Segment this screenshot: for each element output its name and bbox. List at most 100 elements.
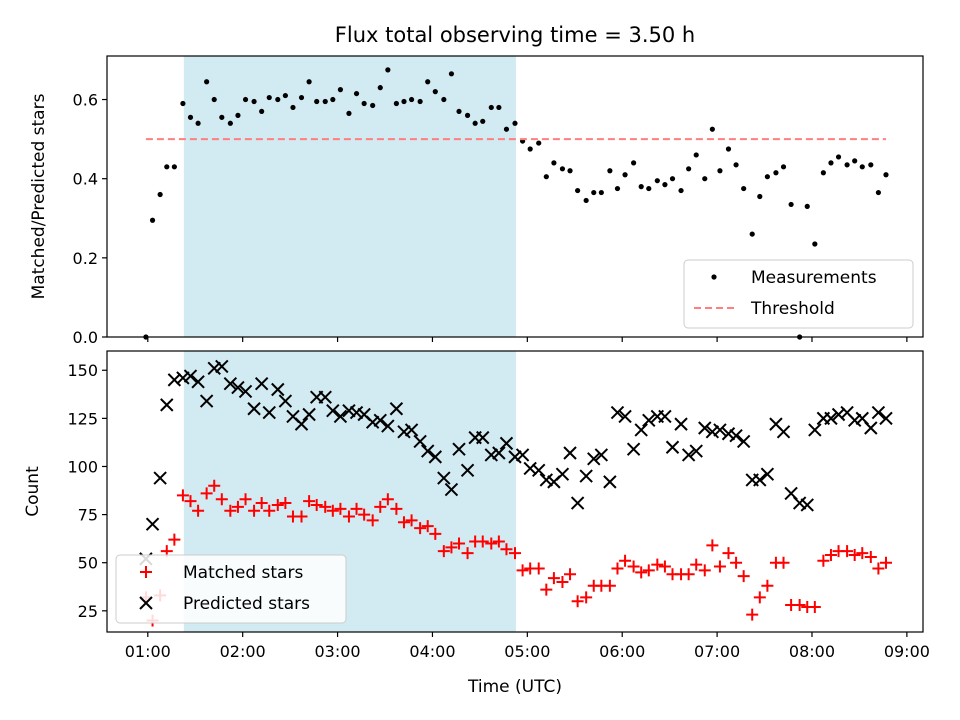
data-point [682,568,695,581]
data-point [476,535,489,548]
bottom-y-axis-label: Count [23,466,43,517]
data-point [480,118,486,124]
data-point [183,369,198,383]
data-point [389,402,404,416]
data-point [536,140,542,146]
x-tick-label: 03:00 [315,642,361,661]
data-point [828,160,834,166]
y-tick-label: 100 [67,457,98,476]
data-point [294,417,309,431]
data-point [793,599,806,612]
top-panel-frame [106,55,924,338]
data-point [295,510,308,523]
data-point [503,126,510,132]
data-point [634,423,648,437]
data-point [160,398,174,412]
data-point [429,527,442,540]
data-point [844,162,850,168]
data-point [199,394,214,408]
data-point [499,436,514,451]
data-point [626,442,641,456]
data-point [658,409,672,424]
data-point [753,591,766,604]
data-point [224,504,237,517]
data-point [868,162,874,168]
top-y-axis-label: Matched/Predicted stars [29,93,49,299]
data-point [374,500,387,513]
data-point [153,471,167,485]
data-point [259,108,265,115]
data-point [437,545,450,558]
data-point [157,191,163,198]
data-point [722,547,735,560]
data-point [614,185,621,192]
data-point [611,562,624,575]
data-point [619,554,632,567]
data-point [698,564,711,577]
data-point [721,427,736,441]
data-point [559,166,566,172]
data-point [215,359,229,374]
data-point [358,508,371,521]
legend-label: Measurements [751,268,877,288]
data-point [817,554,830,567]
data-point [847,413,862,427]
bottom-panel-axes: 01:00 02:00 03:00 04:00 05:00 06:00 07:00 08:00… [67,361,929,661]
data-point [413,434,427,449]
data-point [385,67,391,73]
data-point [570,496,585,510]
data-point [310,498,323,511]
data-point [516,564,529,577]
data-point [642,564,655,577]
data-point [180,100,186,107]
data-point [200,487,213,500]
data-point [184,495,197,508]
data-point [302,407,316,422]
bottom-panel-frame [106,350,924,633]
data-point [319,500,332,513]
data-point [461,547,474,560]
data-point [638,184,644,190]
data-point [669,176,676,182]
data-point [366,514,379,527]
y-tick-label: 125 [67,409,98,428]
data-point [776,425,791,439]
data-point [575,187,581,194]
data-point [635,566,648,579]
data-point [282,92,288,99]
data-point [211,96,217,103]
data-point [421,520,434,533]
data-point [401,98,407,105]
data-point [583,197,589,204]
data-point [580,591,593,604]
data-point [603,475,617,489]
top-panel-axes: 0.0 0.2 0.4 0.6 [73,91,908,347]
data-point [532,463,546,478]
data-point [227,120,233,126]
legend-key [140,566,152,578]
data-point [263,504,276,517]
data-point [808,600,821,613]
data-point [879,411,893,426]
data-point [239,493,252,506]
top-panel-marks [143,67,889,340]
data-point [145,517,160,531]
data-point [547,572,560,585]
y-tick-label: 0.2 [73,249,98,268]
data-point [603,579,616,592]
data-point [658,560,671,573]
data-point [187,114,194,120]
data-point [428,450,443,464]
data-point [208,479,221,492]
y-tick-label: 75 [78,506,98,525]
data-point [290,104,296,111]
data-point [665,440,680,454]
data-point [852,158,858,164]
data-point [835,154,842,160]
data-point [749,231,755,237]
data-point [445,541,458,554]
data-point [693,152,699,158]
data-point [587,452,601,466]
data-point [571,595,584,608]
data-point [235,112,241,118]
